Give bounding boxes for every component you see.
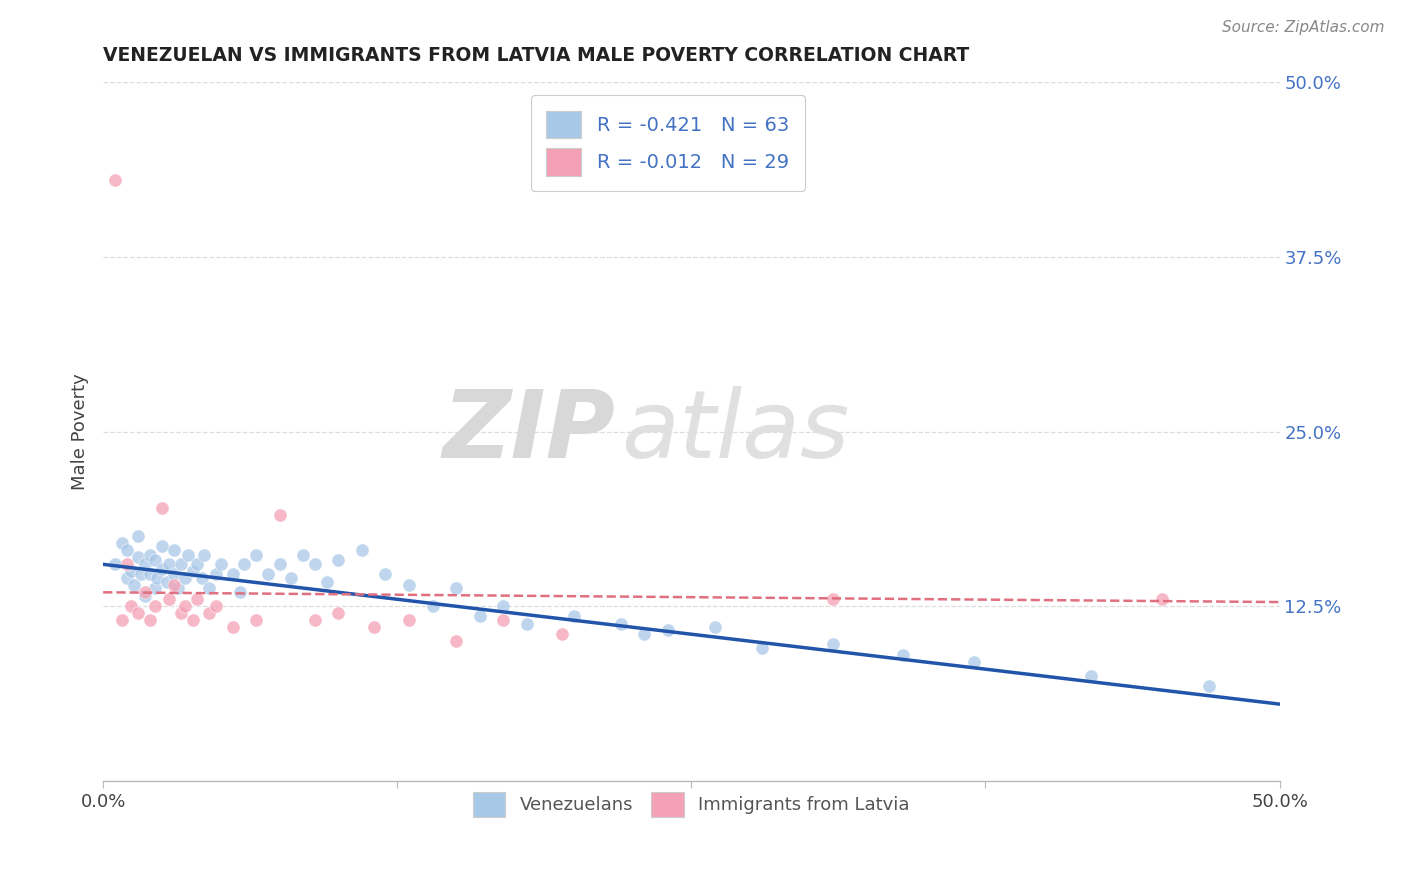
Point	[134, 585, 156, 599]
Point	[328, 606, 350, 620]
Point	[177, 548, 200, 562]
Point	[150, 501, 173, 516]
Point	[363, 620, 385, 634]
Point	[146, 571, 169, 585]
Point	[963, 655, 986, 669]
Point	[143, 599, 166, 614]
Point	[304, 613, 326, 627]
Point	[104, 173, 127, 187]
Point	[551, 627, 574, 641]
Point	[120, 599, 142, 614]
Point	[111, 536, 134, 550]
Point	[821, 592, 844, 607]
Point	[468, 609, 491, 624]
Legend: Venezuelans, Immigrants from Latvia: Venezuelans, Immigrants from Latvia	[465, 784, 917, 824]
Point	[157, 558, 180, 572]
Point	[134, 590, 156, 604]
Point	[163, 567, 186, 582]
Point	[111, 613, 134, 627]
Point	[167, 581, 190, 595]
Point	[163, 578, 186, 592]
Point	[139, 613, 162, 627]
Point	[170, 558, 193, 572]
Point	[233, 558, 256, 572]
Point	[181, 613, 204, 627]
Point	[209, 558, 232, 572]
Point	[205, 599, 228, 614]
Point	[703, 620, 725, 634]
Point	[170, 606, 193, 620]
Point	[221, 620, 243, 634]
Point	[143, 553, 166, 567]
Point	[120, 564, 142, 578]
Point	[657, 623, 679, 637]
Point	[328, 553, 350, 567]
Point	[245, 548, 267, 562]
Point	[1150, 592, 1173, 607]
Point	[315, 575, 337, 590]
Point	[228, 585, 250, 599]
Point	[127, 606, 149, 620]
Point	[891, 648, 914, 663]
Point	[1198, 679, 1220, 693]
Point	[292, 548, 315, 562]
Point	[350, 543, 373, 558]
Point	[245, 613, 267, 627]
Text: Source: ZipAtlas.com: Source: ZipAtlas.com	[1222, 20, 1385, 35]
Y-axis label: Male Poverty: Male Poverty	[72, 373, 89, 490]
Point	[1080, 669, 1102, 683]
Point	[139, 567, 162, 582]
Point	[115, 543, 138, 558]
Point	[150, 561, 173, 575]
Point	[122, 578, 145, 592]
Point	[280, 571, 302, 585]
Point	[198, 606, 221, 620]
Point	[115, 558, 138, 572]
Point	[157, 592, 180, 607]
Point	[610, 617, 633, 632]
Point	[186, 558, 208, 572]
Point	[193, 548, 215, 562]
Point	[398, 613, 420, 627]
Point	[205, 567, 228, 582]
Point	[492, 599, 515, 614]
Point	[127, 529, 149, 543]
Point	[444, 581, 467, 595]
Point	[181, 564, 204, 578]
Point	[191, 571, 214, 585]
Point	[422, 599, 444, 614]
Point	[156, 575, 179, 590]
Point	[163, 543, 186, 558]
Point	[127, 550, 149, 565]
Text: VENEZUELAN VS IMMIGRANTS FROM LATVIA MALE POVERTY CORRELATION CHART: VENEZUELAN VS IMMIGRANTS FROM LATVIA MAL…	[103, 46, 969, 65]
Point	[269, 508, 291, 523]
Point	[134, 558, 156, 572]
Point	[174, 599, 197, 614]
Point	[150, 539, 173, 553]
Point	[492, 613, 515, 627]
Point	[221, 567, 243, 582]
Point	[115, 571, 138, 585]
Point	[562, 609, 585, 624]
Point	[444, 634, 467, 648]
Point	[633, 627, 655, 641]
Point	[186, 592, 208, 607]
Text: ZIP: ZIP	[441, 385, 614, 477]
Point	[304, 558, 326, 572]
Point	[374, 567, 396, 582]
Point	[269, 558, 291, 572]
Point	[104, 558, 127, 572]
Point	[398, 578, 420, 592]
Point	[143, 581, 166, 595]
Point	[198, 581, 221, 595]
Text: atlas: atlas	[621, 386, 849, 477]
Point	[174, 571, 197, 585]
Point	[139, 548, 162, 562]
Point	[256, 567, 278, 582]
Point	[821, 637, 844, 651]
Point	[129, 567, 152, 582]
Point	[751, 641, 773, 656]
Point	[516, 617, 538, 632]
